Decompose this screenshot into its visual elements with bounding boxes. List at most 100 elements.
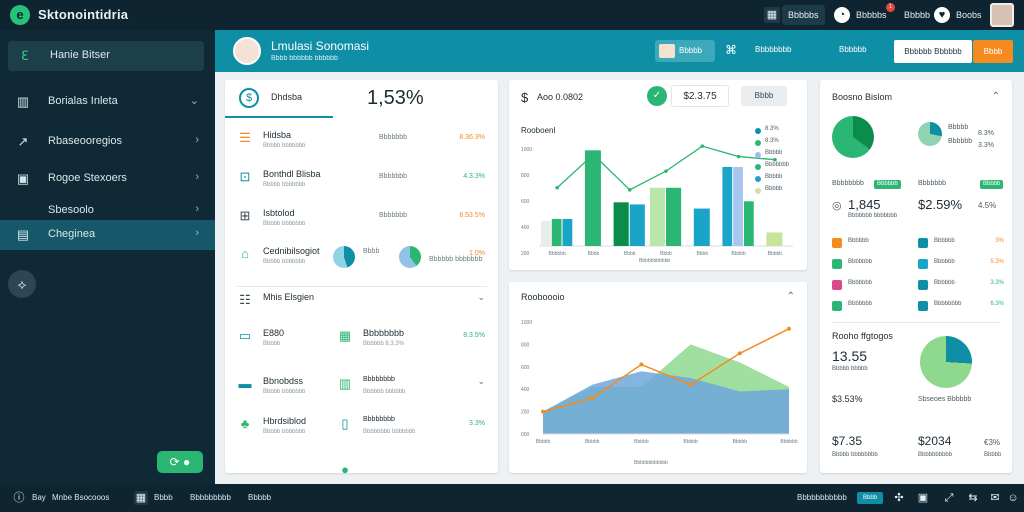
sidebar-item-charts[interactable]: ▤ Cheginea › [0, 220, 215, 250]
list-item-value: 1.0% [469, 250, 485, 257]
header-action-button[interactable]: Bbbb [973, 40, 1013, 63]
sidebar-item-home[interactable]: ℇ Hanie Bitser [8, 41, 204, 71]
line-point [627, 188, 632, 192]
shuffle-icon[interactable]: ⇆ [968, 492, 978, 504]
grid-icon[interactable]: ▦ [764, 7, 780, 23]
user-avatar[interactable] [233, 37, 261, 65]
user-icon[interactable]: ☺ [1007, 492, 1019, 504]
top-notifications[interactable]: Bbbbbs [856, 10, 887, 20]
list-item[interactable]: ☰ Hidsba Bbbbb bbbbbbb Bbbbbbb 8.36.3% [237, 130, 487, 158]
list-item-label: Bbbbbbb [848, 259, 873, 265]
header-primary-button[interactable]: Bbbbbb Bbbbbb [894, 40, 972, 63]
list-item-subtitle: Bbbbb [263, 341, 281, 347]
y-tick-label: 200 [521, 251, 530, 257]
info-icon[interactable]: ⓘ [13, 492, 25, 504]
sparkle-icon[interactable]: ✣ [894, 492, 904, 504]
sidebar-item-label: Sbesoolo [48, 204, 94, 216]
mini-pie-chart [399, 246, 421, 268]
list-item-subtitle: Bbbbb bbbbbbb [263, 182, 306, 188]
card-button[interactable]: Bbbb [741, 86, 787, 106]
bottom-item[interactable]: Bbbbbbbbb [190, 493, 231, 502]
page-title: Lmulasi Sonomasi [271, 39, 370, 53]
list-item-label: Bbbbbb [934, 259, 955, 265]
bell-icon[interactable]: ✉ [990, 492, 1000, 504]
status-badge[interactable]: Bbbb [857, 492, 883, 504]
sidebar-item-schedule[interactable]: Sbesoolo › [0, 196, 215, 226]
x-tick-label: Bbbb [696, 251, 708, 257]
header-link-2[interactable]: Bbbbbb [839, 45, 867, 54]
chevron-up-icon[interactable]: ⌃ [991, 91, 1000, 102]
list-item-subtitle: Bbbbb bbbbbbb [263, 143, 306, 149]
top-chip[interactable]: Bbbbbs [782, 5, 825, 25]
expand-icon[interactable]: ⤢ [944, 492, 954, 504]
list-item[interactable]: ⊡ Bonthdl Blisba Bbbbb bbbbbbb Bbbbbbb 4… [237, 169, 487, 197]
bottom-item[interactable]: Bbbbb [248, 493, 272, 502]
avatar[interactable] [990, 3, 1014, 27]
line-point [590, 396, 595, 401]
chevron-down-icon: ⌄ [477, 292, 485, 302]
legend-item: Bbbbb [755, 186, 801, 198]
app-icon[interactable]: ▦ [134, 491, 148, 505]
green-square-icon [832, 259, 842, 269]
window-icon[interactable]: ▣ [917, 492, 929, 504]
list-item[interactable]: ⌂ Cednibilsogiot Bbbbb bbbbbbb Bbbb Bbbb… [237, 246, 487, 274]
list-item[interactable]: ⊞ Isbtolod Bbbbb bbbbbbb Bbbbbbb 8.53.5% [237, 208, 487, 236]
sidebar-item-label: Borialas Inleta [48, 95, 118, 107]
x-tick-label: Bbbb [624, 251, 636, 257]
heart-icon[interactable]: ♥ [934, 7, 950, 23]
pie-chart [918, 122, 942, 146]
area-series [543, 371, 789, 434]
x-tick-label: Bbbbbb [780, 439, 797, 445]
line-point [639, 362, 644, 367]
y-tick-label: 1000 [521, 320, 532, 326]
mini-pie-chart [333, 246, 355, 268]
tag-icon[interactable]: ⌘ [725, 43, 737, 57]
sidebar-item-reports[interactable]: ▥ Borialas Inleta ⌄ [0, 87, 215, 117]
toggle-button[interactable]: ⟳ ● [157, 451, 203, 473]
bottom-item[interactable]: Bay [32, 493, 46, 502]
list-item[interactable]: ● [237, 462, 487, 490]
stat-sub: Bbbbb bbbbb [832, 366, 868, 372]
bottom-item[interactable]: Bbbb [154, 493, 173, 502]
activity-icon[interactable]: ⟡ [8, 270, 36, 298]
list-item-label: Bbbbbbbb [934, 301, 962, 307]
header-link-1[interactable]: Bbbbbbbb [755, 45, 792, 54]
bar [551, 218, 562, 246]
check-icon[interactable]: ✓ [647, 86, 667, 106]
list-item[interactable]: Bbbbbbb Bbbbbbbb 6.3% [832, 299, 1004, 313]
bar [666, 187, 682, 246]
list-item-title: Bonthdl Blisba [263, 169, 321, 179]
clock-icon[interactable]: ◔ [834, 7, 850, 23]
page-header: Lmulasi Sonomasi Bbbb bbbbbb bbbbbb Bbbb… [215, 30, 1024, 72]
sidebar-item-storage[interactable]: ▣ Rogoe Stexoers › [0, 164, 215, 194]
bar [541, 221, 551, 246]
list-item[interactable]: ♣ Hbrdsiblod Bbbbb bbbbbbb ▯ Bbbbbbbb Bb… [237, 416, 487, 444]
bottom-item[interactable]: Mnbe Bsocooos [52, 493, 110, 502]
stat-label: Bbbbbbbb [832, 180, 864, 187]
bar [733, 166, 743, 246]
stat-value: $7.35 [832, 434, 863, 448]
list-item[interactable]: ▬ Bbnobdss Bbbbb bbbbbbb ▥ Bbbbbbbb Bbbb… [237, 376, 487, 404]
chevron-up-icon[interactable]: ⌃ [786, 291, 795, 302]
section-header[interactable]: ☷ Mhis Elsgien ⌄ [237, 292, 487, 320]
sidebar-item-analytics[interactable]: ↗ Rbaseooregios › [0, 127, 215, 157]
line-point [736, 154, 741, 159]
x-tick-label: Bbbbb [733, 439, 748, 445]
tab-summary[interactable]: Dhdsba [271, 92, 303, 102]
header-chip[interactable]: Bbbbb [655, 40, 715, 62]
line-point [664, 169, 668, 173]
top-link[interactable]: Bbbbb [904, 10, 931, 20]
list-item[interactable]: ▭ E880 Bbbbb ▦ Bbbbbbbb Bbbbbb 8.3.3% 8.… [237, 328, 487, 356]
y-tick-label: 800 [521, 173, 530, 179]
value-field[interactable]: $2.3.75 [671, 85, 729, 107]
list-item-meta: Bbbbbbb [379, 212, 408, 219]
bar-chart-card: $ Aoo 0.0802 ✓ $2.3.75 Bbbb Rooboenl 100… [509, 80, 807, 270]
list-item[interactable]: Bbbbbbb Bbbbbb 3.3% [832, 278, 1004, 292]
list-item[interactable]: Bbbbbbb Bbbbbb 5.3% [832, 257, 1004, 271]
top-link-2[interactable]: Boobs [956, 10, 982, 20]
calendar-icon: ▣ [16, 171, 30, 186]
bar-chart-icon: ▥ [16, 94, 30, 109]
line-point [737, 351, 742, 356]
list-item[interactable]: Bbbbbb Bbbbbb 3% [832, 236, 1004, 250]
sidebar-item-label: Rogoe Stexoers [48, 172, 127, 184]
